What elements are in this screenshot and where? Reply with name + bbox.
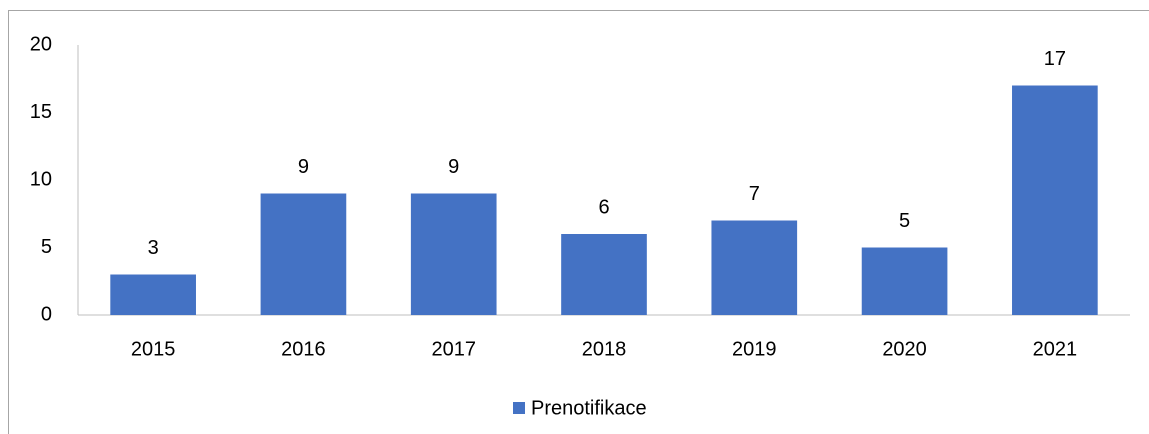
legend-label: Prenotifikace (531, 397, 647, 419)
bar (260, 193, 347, 315)
x-tick-label: 2017 (431, 338, 476, 360)
data-label: 17 (1044, 48, 1066, 70)
bar (561, 234, 647, 315)
data-label: 9 (448, 156, 459, 178)
y-tick-label: 20 (30, 33, 52, 55)
x-tick-label: 2018 (582, 338, 627, 360)
bar (410, 193, 497, 315)
data-label: 9 (298, 156, 309, 178)
x-tick-label: 2016 (281, 338, 326, 360)
x-tick-label: 2015 (131, 338, 176, 360)
bar (1012, 85, 1098, 315)
data-label: 6 (598, 196, 609, 218)
x-tick-label: 2019 (732, 338, 777, 360)
y-tick-label: 10 (30, 168, 52, 190)
x-tick-label: 2020 (882, 338, 927, 360)
data-label: 7 (749, 183, 760, 205)
x-tick-label: 2021 (1033, 338, 1078, 360)
y-tick-label: 15 (30, 101, 52, 123)
legend-swatch (513, 402, 525, 414)
y-tick-label: 5 (41, 236, 52, 258)
data-label: 3 (148, 237, 159, 259)
data-label: 5 (899, 210, 910, 232)
bar (110, 274, 196, 315)
bar (861, 247, 948, 315)
y-tick-label: 0 (41, 303, 52, 325)
chart-frame (8, 10, 1149, 434)
bar (711, 220, 798, 315)
